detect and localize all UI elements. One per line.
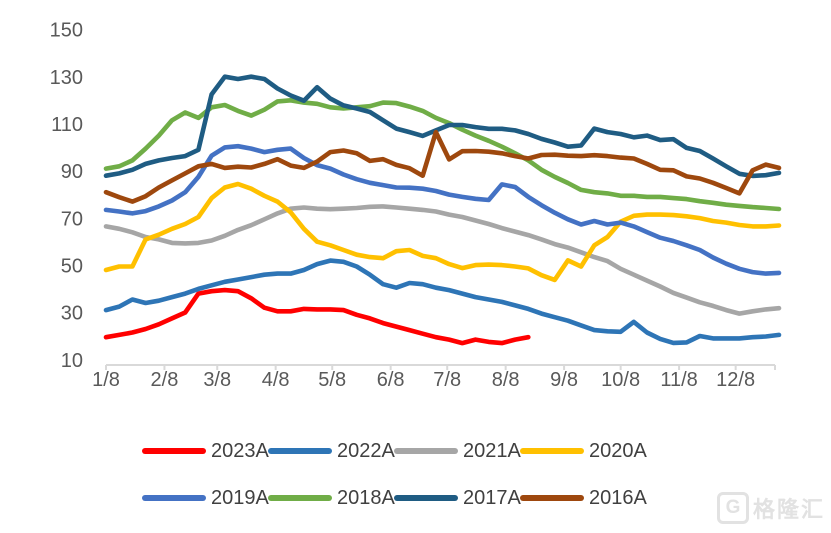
legend-label-2019A: 2019A: [211, 486, 269, 509]
y-axis-tick-label: 70: [61, 208, 83, 230]
legend-label-2017A: 2017A: [463, 486, 521, 509]
series-line-2017A: [103, 74, 782, 179]
legend-item-2022A: 2022A: [268, 439, 395, 462]
series-line-2018A: [103, 98, 782, 212]
series-line-2023A: [103, 287, 531, 346]
legend-item-2018A: 2018A: [268, 486, 395, 509]
x-axis-tick-label: 4/8: [262, 369, 290, 391]
legend-label-2016A: 2016A: [589, 486, 647, 509]
chart-legend-row-2: 2019A 2018A 2017A 2016A: [0, 487, 831, 509]
legend-item-2020A: 2020A: [520, 439, 647, 462]
y-axis-tick-label: 130: [50, 67, 83, 89]
legend-label-2023A: 2023A: [211, 439, 269, 462]
legend-swatch-2023A: [142, 448, 206, 454]
series-line-2022A: [103, 258, 782, 346]
x-axis-tick-label: 12/8: [716, 369, 755, 391]
legend-swatch-2021A: [394, 448, 458, 454]
y-axis-tick-label: 150: [50, 20, 83, 42]
y-axis-tick-label: 90: [61, 161, 83, 183]
legend-label-2018A: 2018A: [337, 486, 395, 509]
legend-swatch-2022A: [268, 448, 332, 454]
x-axis-tick-label: 6/8: [377, 369, 405, 391]
series-line-2016A: [103, 129, 782, 204]
chart-legend-row-1: 2023A 2022A 2021A 2020A: [0, 440, 831, 462]
gelonghui-watermark: G 格隆汇: [716, 492, 825, 524]
x-axis-tick-label: 8/8: [492, 369, 520, 391]
legend-swatch-2018A: [268, 495, 332, 501]
series-line-2019A: [103, 143, 782, 276]
legend-item-2019A: 2019A: [142, 486, 269, 509]
legend-item-2016A: 2016A: [520, 486, 647, 509]
gelonghui-logo-icon: G: [716, 492, 749, 524]
x-axis-tick-label: 9/8: [550, 369, 578, 391]
x-axis-tick-label: 1/8: [92, 369, 120, 391]
series-line-2020A: [103, 181, 782, 283]
legend-item-2023A: 2023A: [142, 439, 269, 462]
legend-label-2022A: 2022A: [337, 439, 395, 462]
legend-swatch-2017A: [394, 495, 458, 501]
x-axis-tick-label: 2/8: [151, 369, 179, 391]
y-axis-tick-label: 10: [61, 350, 83, 372]
x-axis-tick-label: 5/8: [318, 369, 346, 391]
y-axis-tick-label: 110: [51, 114, 83, 136]
legend-label-2020A: 2020A: [589, 439, 647, 462]
legend-item-2017A: 2017A: [394, 486, 521, 509]
x-axis-tick-label: 7/8: [433, 369, 461, 391]
x-axis-tick-label: 3/8: [203, 369, 231, 391]
y-axis-tick-label: 50: [61, 255, 83, 277]
x-axis-tick-label: 10/8: [601, 369, 640, 391]
series-line-2021A: [103, 204, 782, 316]
y-axis-tick-label: 30: [61, 303, 83, 325]
legend-swatch-2020A: [520, 448, 584, 454]
gelonghui-logo-text: 格隆汇: [752, 497, 825, 522]
legend-swatch-2016A: [520, 495, 584, 501]
legend-label-2021A: 2021A: [463, 439, 521, 462]
legend-item-2021A: 2021A: [394, 439, 521, 462]
legend-swatch-2019A: [142, 495, 206, 501]
x-axis-tick-label: 11/8: [660, 369, 697, 391]
